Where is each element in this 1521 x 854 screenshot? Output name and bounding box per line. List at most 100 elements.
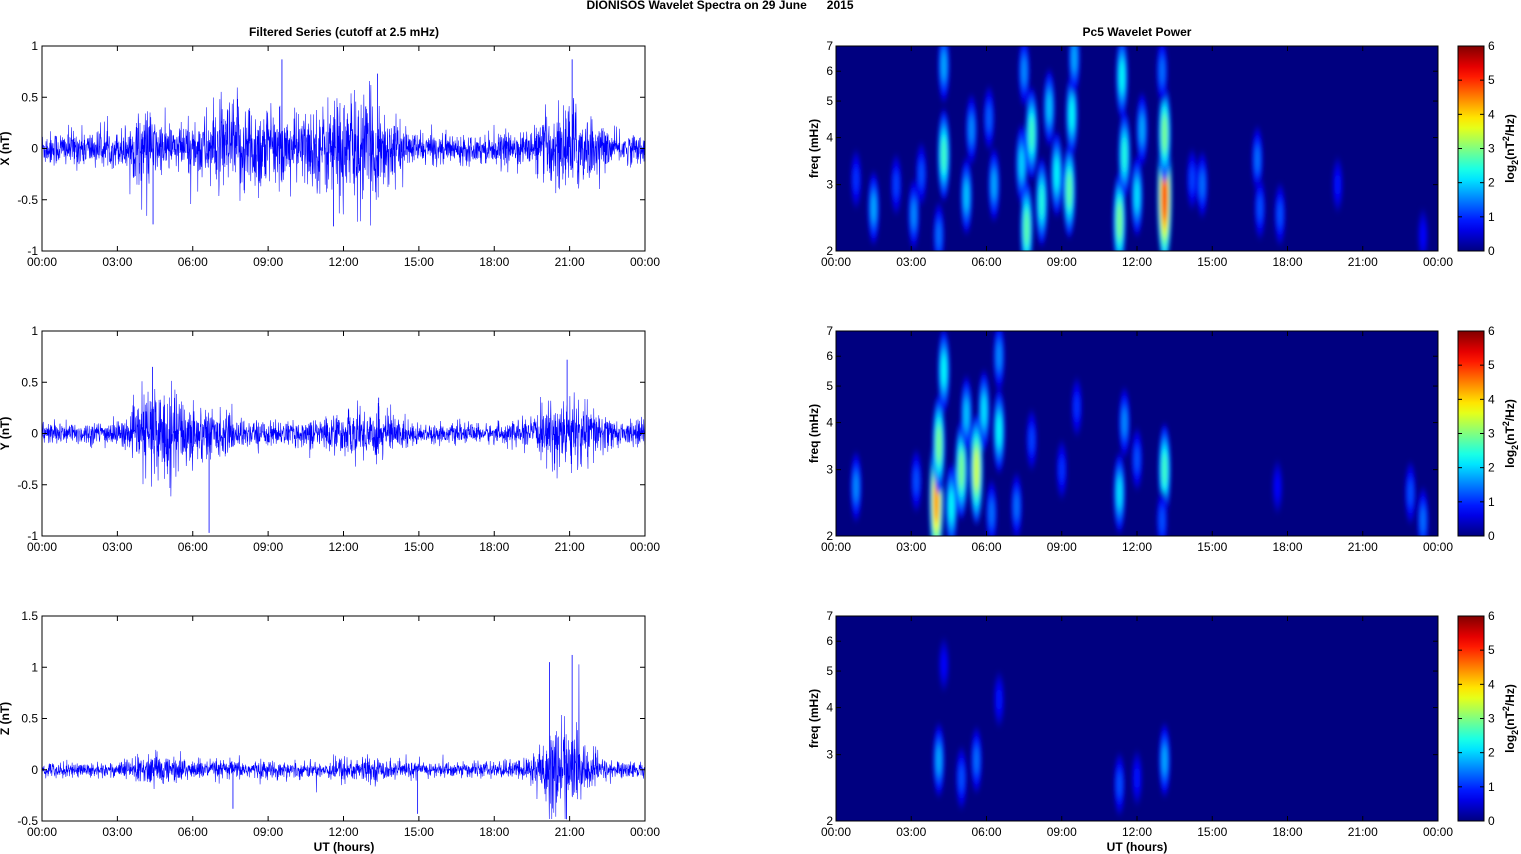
right-column-title: Pc5 Wavelet Power <box>1083 25 1192 39</box>
ytick-label-4: 6 <box>826 349 833 363</box>
colorbar-scale <box>1457 615 1485 822</box>
power-blob-13-level-5 <box>1024 210 1029 246</box>
colorbar-label-part-3: 2 <box>1501 136 1511 141</box>
ytick-label-4: 6 <box>826 64 833 78</box>
series-z-xtick-label-7: 21:00 <box>555 825 585 839</box>
power-blob-20-level-5 <box>1162 452 1167 487</box>
power-blob-23-level-5 <box>1408 481 1413 505</box>
ytick-label-0: -1 <box>27 244 38 258</box>
ytick-label-1: 3 <box>826 748 833 762</box>
colorbar-label-part-3: 2 <box>1501 421 1511 426</box>
power-blob-17-level-5 <box>1054 158 1060 190</box>
x-axis-label-bottom-left: UT (hours) <box>314 840 375 854</box>
wavelet-y-xtick-label-7: 21:00 <box>1348 540 1378 554</box>
series-z-xtick-label-0: 00:00 <box>27 825 57 839</box>
series-z-xtick-label-1: 03:00 <box>102 825 132 839</box>
ytick-label-2: 0 <box>31 142 38 156</box>
colorbar-tick-label-2: 2 <box>1488 461 1495 475</box>
power-blob-16-level-5 <box>1074 396 1079 418</box>
power-blob-32-level-5 <box>1255 147 1260 172</box>
heatmap-blob-layer <box>850 331 1429 536</box>
ytick-label-3: 5 <box>826 94 833 108</box>
wavelet-y-xtick-label-6: 18:00 <box>1272 540 1302 554</box>
power-blob-21-level-5 <box>1072 46 1077 72</box>
wavelet-x-xtick-label-7: 21:00 <box>1348 255 1378 269</box>
series-y-xtick-label-2: 06:00 <box>178 540 208 554</box>
power-blob-11-level-5 <box>996 343 1002 370</box>
colorbar-tick-label-5: 5 <box>1488 73 1495 87</box>
wavelet-z-xtick-label-1: 03:00 <box>896 825 926 839</box>
power-blob-5-level-5 <box>949 490 954 522</box>
series-y-xtick-label-3: 09:00 <box>253 540 283 554</box>
ytick-label-5: 7 <box>826 324 833 338</box>
power-blob-20-level-5 <box>1069 99 1075 131</box>
ytick-label-0: -1 <box>27 529 38 543</box>
wavelet-x-xtick-label-2: 06:00 <box>971 255 1001 269</box>
colorbar-tick-label-4: 4 <box>1488 107 1495 121</box>
wavelet-z-xtick-label-2: 06:00 <box>971 825 1001 839</box>
colorbar-tick-label-5: 5 <box>1488 358 1495 372</box>
power-blob-9-level-5 <box>969 116 974 143</box>
series-line-z <box>41 664 646 820</box>
power-blob-5-level-5 <box>941 137 947 172</box>
series-z-xtick-label-8: 00:00 <box>630 825 660 839</box>
wavelet-z-xtick-label-6: 18:00 <box>1272 825 1302 839</box>
colorbar-label-part-1: 2 <box>1510 160 1520 165</box>
chart-panels: -1 -0.5 0 0.5 1 00:00 03:00 06:00 09:00 12:00 15:0… <box>0 39 1520 839</box>
power-blob-8-level-5 <box>964 181 969 211</box>
ytick-label-4: 6 <box>826 634 833 648</box>
wavelet-x-xtick-label-5: 15:00 <box>1197 255 1227 269</box>
colorbar-label-part-2: (nT <box>1503 711 1517 730</box>
ytick-label-4: 1.5 <box>21 609 38 623</box>
ytick-label-1: -0.5 <box>17 478 38 492</box>
power-blob-7-level-5 <box>964 400 969 429</box>
power-blob-26-level-5 <box>1139 116 1145 144</box>
series-line-y <box>41 380 646 497</box>
power-blob-5-level-5 <box>1117 773 1122 796</box>
power-blob-3-level-5 <box>936 426 942 463</box>
power-blob-1-level-5 <box>914 469 919 493</box>
power-blob-7-level-5 <box>1162 746 1167 774</box>
power-blob-0-level-5 <box>853 474 859 500</box>
power-blob-15-level-5 <box>1059 458 1064 481</box>
power-blob-15-level-5 <box>1021 58 1027 85</box>
wavelet-panel-z: 2 3 4 5 6 7 00:00 03:00 06:00 09:00 12:00 15:00 18:0… <box>807 609 1520 839</box>
power-blob-21-level-5 <box>1160 508 1165 532</box>
wavelet-y-xtick-label-5: 15:00 <box>1197 540 1227 554</box>
power-blob-3-level-5 <box>974 748 979 773</box>
wavelet-z-xtick-label-4: 12:00 <box>1122 825 1152 839</box>
y-axis-label: freq (mHz) <box>807 119 821 178</box>
colorbar-tick-label-3: 3 <box>1488 712 1495 726</box>
y-axis-label: freq (mHz) <box>807 404 821 463</box>
ytick-label-0: 2 <box>826 244 833 258</box>
ytick-label-2: 4 <box>826 701 833 715</box>
wavelet-z-xtick-label-7: 21:00 <box>1348 825 1378 839</box>
colorbar-label-part-4: /Hz) <box>1503 114 1517 136</box>
x-axis-label-bottom-right: UT (hours) <box>1107 840 1168 854</box>
wavelet-x-xtick-label-1: 03:00 <box>896 255 926 269</box>
power-blob-18-level-5 <box>1046 93 1052 122</box>
series-z-xtick-label-6: 18:00 <box>479 825 509 839</box>
power-blob-34-level-5 <box>1277 203 1283 226</box>
ytick-label-3: 5 <box>826 379 833 393</box>
ytick-label-2: 0 <box>31 427 38 441</box>
power-blob-19-level-5 <box>1134 447 1140 471</box>
series-y-xtick-label-4: 12:00 <box>328 540 358 554</box>
power-blob-12-level-5 <box>989 500 994 526</box>
power-blob-6-level-5 <box>959 451 964 488</box>
series-panel-y: -1 -0.5 0 0.5 1 00:00 03:00 06:00 09:00 12:00 15:0… <box>0 324 660 554</box>
colorbar-tick-label-1: 1 <box>1488 210 1495 224</box>
ytick-label-5: 7 <box>826 39 833 53</box>
power-blob-33-level-5 <box>1257 196 1262 220</box>
ytick-label-0: -0.5 <box>17 814 38 828</box>
power-blob-25-level-5 <box>1134 181 1140 211</box>
power-blob-0-level-5 <box>936 746 942 774</box>
power-blob-17-level-5 <box>1117 478 1122 508</box>
colorbar-label: log2(nT2/Hz) <box>1501 684 1520 753</box>
power-blob-7-level-5 <box>936 223 941 248</box>
power-blob-35-level-5 <box>1335 174 1340 195</box>
series-panel-z: -0.5 0 0.5 1 1.5 00:00 03:00 06:00 09:00 12:00 15:… <box>0 609 660 839</box>
y-axis-label: Z (nT) <box>0 702 12 735</box>
heatmap-blob-layer <box>850 46 1429 251</box>
